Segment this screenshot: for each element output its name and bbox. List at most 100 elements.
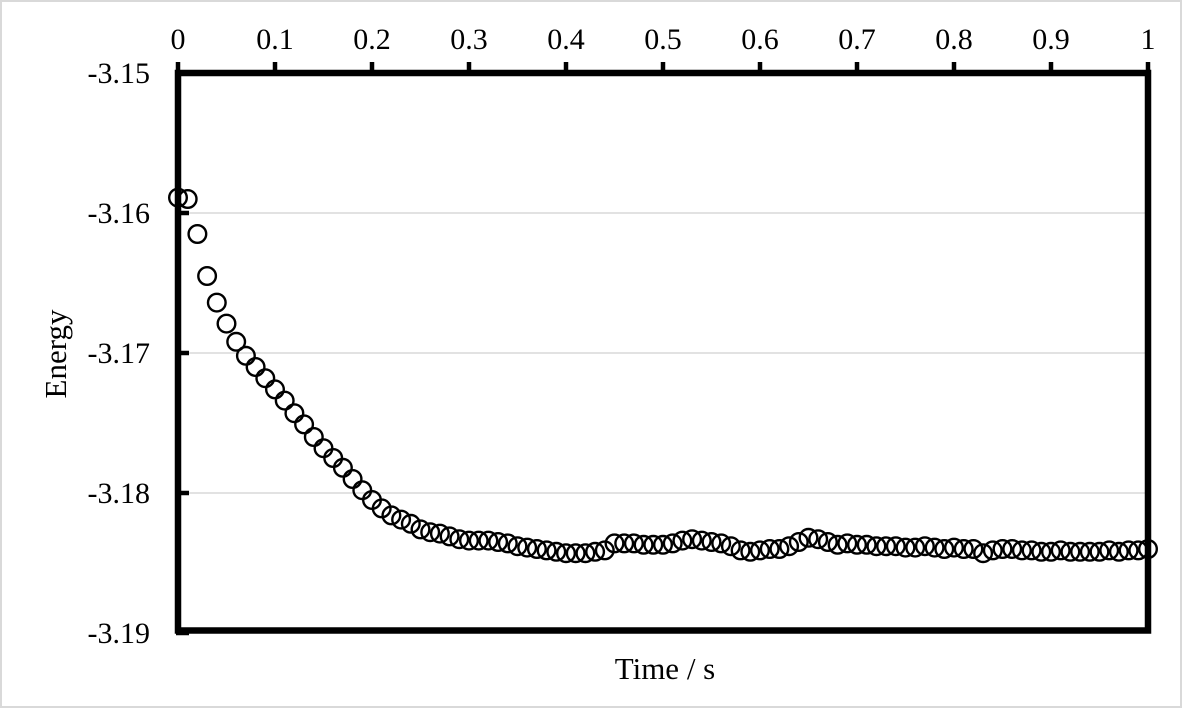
data-point-marker xyxy=(973,543,994,564)
data-point-marker xyxy=(206,292,227,313)
data-point-marker xyxy=(779,536,800,557)
data-point-marker xyxy=(847,534,868,555)
data-point-marker xyxy=(837,533,858,554)
data-point-marker xyxy=(963,539,984,560)
data-point-marker xyxy=(643,534,664,555)
data-point-marker xyxy=(536,540,557,561)
data-point-marker xyxy=(420,522,441,543)
data-point-marker xyxy=(468,530,489,551)
data-point-marker xyxy=(488,532,509,553)
data-point-marker xyxy=(459,530,480,551)
data-point-marker xyxy=(439,526,460,547)
data-point-marker xyxy=(817,532,838,553)
x-axis-title: Time / s xyxy=(614,651,716,686)
data-point-marker xyxy=(885,536,906,557)
data-point-marker xyxy=(720,536,741,557)
data-point-marker xyxy=(352,480,373,501)
data-point-marker xyxy=(614,533,635,554)
x-tick-label: 0.3 xyxy=(450,23,488,56)
data-point-marker xyxy=(449,529,470,550)
y-tick-label: -3.17 xyxy=(87,337,151,370)
data-point-marker xyxy=(750,540,771,561)
data-point-marker xyxy=(759,539,780,560)
data-point-marker xyxy=(982,540,1003,561)
data-point-marker xyxy=(914,536,935,557)
data-point-marker xyxy=(526,539,547,560)
data-point-marker xyxy=(1099,540,1120,561)
data-point-marker xyxy=(410,519,431,540)
data-point-marker xyxy=(827,534,848,555)
data-point-marker xyxy=(740,541,761,562)
data-point-marker xyxy=(944,537,965,558)
data-point-marker xyxy=(303,427,324,448)
data-point-marker xyxy=(1128,540,1149,561)
y-tick-label: -3.18 xyxy=(87,477,151,510)
data-point-marker xyxy=(691,530,712,551)
x-tick-label: 0.8 xyxy=(935,23,973,56)
data-point-marker xyxy=(1011,540,1032,561)
data-point-marker xyxy=(478,530,499,551)
data-point-marker xyxy=(546,541,567,562)
data-point-marker xyxy=(1040,541,1061,562)
data-point-marker xyxy=(604,533,625,554)
x-tick-label: 0 xyxy=(170,23,186,56)
data-point-marker xyxy=(323,448,344,469)
data-point-marker xyxy=(167,187,188,208)
data-point-marker xyxy=(391,509,412,530)
data-point-marker xyxy=(934,539,955,560)
y-tick-label: -3.19 xyxy=(87,617,151,650)
data-point-marker xyxy=(216,313,237,334)
data-point-marker xyxy=(381,505,402,526)
data-point-marker xyxy=(1021,540,1042,561)
data-point-marker xyxy=(400,513,421,534)
data-point-marker xyxy=(226,331,247,352)
data-point-marker xyxy=(953,539,974,560)
data-point-marker xyxy=(662,533,683,554)
data-point-marker xyxy=(653,534,674,555)
data-point-marker xyxy=(556,543,577,564)
x-tick-label: 1 xyxy=(1140,23,1156,56)
data-point-marker xyxy=(682,529,703,550)
data-point-marker xyxy=(1089,541,1110,562)
data-point-marker xyxy=(856,534,877,555)
data-point-marker xyxy=(294,414,315,435)
data-point-marker xyxy=(507,536,528,557)
data-point-marker xyxy=(575,543,596,564)
data-point-marker xyxy=(1060,541,1081,562)
data-point-marker xyxy=(565,543,586,564)
data-point-marker xyxy=(798,527,819,548)
data-point-marker xyxy=(332,457,353,478)
data-point-marker xyxy=(497,533,518,554)
data-point-marker xyxy=(197,266,218,287)
data-point-marker xyxy=(284,403,305,424)
data-point-marker xyxy=(342,469,363,490)
data-point-marker xyxy=(585,541,606,562)
x-tick-label: 0.2 xyxy=(353,23,391,56)
data-point-marker xyxy=(1002,539,1023,560)
data-point-marker xyxy=(517,537,538,558)
data-point-marker xyxy=(633,534,654,555)
data-point-marker xyxy=(769,539,790,560)
data-point-marker xyxy=(429,523,450,544)
data-point-marker xyxy=(730,540,751,561)
data-point-marker xyxy=(235,345,256,366)
y-axis-title: Energy xyxy=(38,309,73,399)
data-point-marker xyxy=(905,537,926,558)
data-point-marker xyxy=(177,188,198,209)
data-point-marker xyxy=(1079,541,1100,562)
y-tick-label: -3.16 xyxy=(87,197,151,230)
data-point-marker xyxy=(895,537,916,558)
data-point-marker xyxy=(1031,541,1052,562)
data-point-marker xyxy=(866,536,887,557)
x-tick-label: 0.5 xyxy=(644,23,682,56)
data-point-marker xyxy=(1137,539,1158,560)
data-point-marker xyxy=(274,390,295,411)
data-point-marker xyxy=(788,532,809,553)
x-tick-label: 0.4 xyxy=(547,23,585,56)
data-point-marker xyxy=(992,539,1013,560)
data-point-marker xyxy=(313,438,334,459)
x-tick-label: 0.9 xyxy=(1032,23,1070,56)
data-point-marker xyxy=(265,379,286,400)
